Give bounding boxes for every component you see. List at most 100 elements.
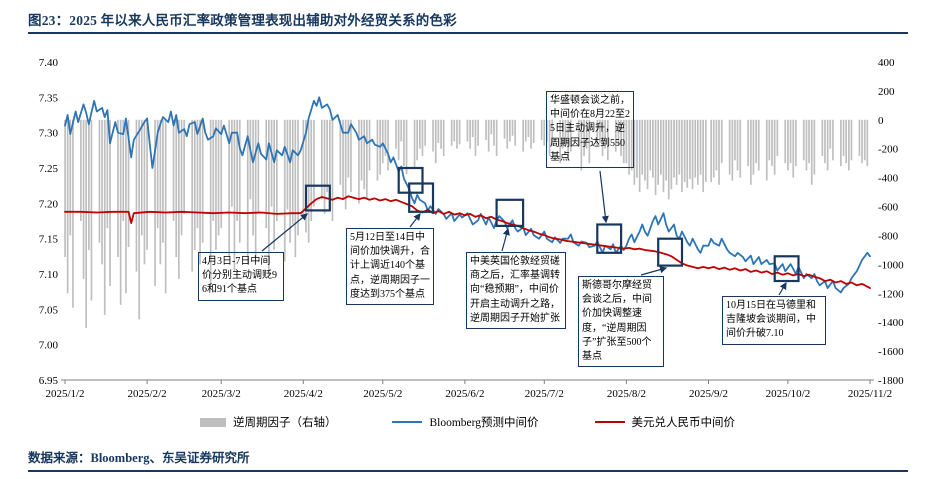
- countercyclical-factor-bar: [821, 119, 824, 156]
- countercyclical-factor-bar: [564, 119, 567, 143]
- countercyclical-factor-bar: [66, 119, 69, 294]
- countercyclical-factor-bar: [103, 119, 106, 315]
- countercyclical-factor-bar: [395, 119, 397, 149]
- countercyclical-factor-bar: [495, 119, 498, 156]
- countercyclical-factor-bar: [289, 119, 291, 243]
- countercyclical-factor-bar: [686, 119, 689, 188]
- countercyclical-factor-bar: [416, 119, 418, 161]
- countercyclical-factor-bar: [540, 119, 543, 140]
- x-axis-label: 2025/10/2: [766, 388, 811, 400]
- right-axis-label: -400: [878, 173, 899, 185]
- countercyclical-factor-bar: [307, 119, 310, 243]
- countercyclical-factor-bar: [405, 119, 408, 174]
- countercyclical-factor-bar: [840, 119, 842, 167]
- countercyclical-factor-bar: [773, 119, 776, 175]
- x-axis-label: 2025/5/2: [363, 388, 402, 400]
- countercyclical-factor-bar: [90, 119, 93, 301]
- legend-label: 美元兑人民币中间价: [631, 417, 736, 429]
- countercyclical-factor-bar: [503, 119, 506, 139]
- countercyclical-factor-bar: [127, 119, 130, 247]
- highlight-square: [408, 182, 435, 213]
- right-axis-label: -1800: [878, 375, 904, 387]
- countercyclical-factor-bar: [728, 119, 731, 175]
- countercyclical-factor-bar: [530, 119, 532, 149]
- countercyclical-factor-bar: [789, 119, 792, 164]
- countercyclical-factor-bar: [453, 119, 456, 142]
- countercyclical-factor-bar: [413, 119, 416, 169]
- countercyclical-factor-bar: [117, 119, 119, 258]
- countercyclical-factor-bar: [432, 119, 434, 152]
- countercyclical-factor-bar: [580, 119, 583, 171]
- countercyclical-factor-bar: [159, 119, 162, 265]
- x-axis-label: 2025/4/2: [284, 388, 323, 400]
- countercyclical-factor-bar: [771, 119, 773, 167]
- countercyclical-factor-bar: [419, 119, 421, 149]
- x-axis-label: 2025/9/2: [689, 388, 728, 400]
- countercyclical-factor-bar: [747, 119, 749, 167]
- countercyclical-factor-bar: [599, 119, 601, 143]
- countercyclical-factor-bar: [776, 119, 779, 156]
- countercyclical-factor-bar: [109, 119, 111, 286]
- countercyclical-factor-bar: [588, 119, 591, 164]
- countercyclical-factor-bar: [257, 119, 260, 214]
- highlight-square: [657, 237, 684, 267]
- countercyclical-factor-bar: [813, 119, 816, 175]
- countercyclical-factor-bar: [546, 119, 548, 142]
- countercyclical-factor-bar: [246, 119, 249, 265]
- countercyclical-factor-bar: [310, 119, 313, 221]
- countercyclical-factor-bar: [220, 119, 223, 229]
- countercyclical-factor-bar: [755, 119, 757, 164]
- countercyclical-factor-bar: [376, 119, 379, 181]
- legend-label: 逆周期因子（右轴）: [232, 417, 337, 429]
- countercyclical-factor-bar: [321, 119, 323, 200]
- countercyclical-factor-bar: [469, 119, 471, 149]
- footer-divider: [28, 470, 908, 472]
- countercyclical-factor-bar: [792, 119, 795, 178]
- countercyclical-factor-bar: [805, 119, 808, 171]
- countercyclical-factor-bar: [305, 119, 307, 233]
- countercyclical-factor-bar: [808, 119, 810, 164]
- countercyclical-factor-bar: [339, 119, 342, 185]
- countercyclical-factor-bar: [697, 119, 699, 185]
- countercyclical-factor-bar: [270, 119, 273, 207]
- countercyclical-factor-bar: [125, 119, 127, 294]
- countercyclical-factor-bar: [98, 119, 101, 243]
- countercyclical-factor-bar: [625, 119, 628, 164]
- annotation-arrow: [409, 213, 421, 228]
- countercyclical-factor-bar: [511, 119, 514, 136]
- countercyclical-factor-bar: [358, 119, 360, 204]
- x-axis-label: 2025/11/2: [848, 388, 892, 400]
- x-axis-label: 2025/7/2: [525, 388, 564, 400]
- countercyclical-factor-bar: [567, 119, 569, 161]
- countercyclical-factor-bar: [397, 119, 400, 161]
- countercyclical-factor-bar: [360, 119, 363, 181]
- countercyclical-factor-bar: [302, 119, 305, 214]
- countercyclical-factor-bar: [583, 119, 585, 156]
- annotation-arrow: [501, 227, 510, 252]
- right-axis-label: -1000: [878, 259, 904, 271]
- countercyclical-factor-bar: [845, 119, 847, 164]
- countercyclical-factor-bar: [601, 119, 604, 156]
- annotation-arrow: [261, 213, 308, 252]
- x-axis-label: 2025/6/2: [445, 388, 484, 400]
- countercyclical-factor-bar: [715, 119, 718, 171]
- countercyclical-factor-bar: [604, 119, 606, 149]
- legend-item-usdcny-fixing: 美元兑人民币中间价: [594, 414, 736, 430]
- countercyclical-factor-bar: [456, 119, 458, 149]
- bloomberg-forecast-line: [64, 96, 871, 294]
- countercyclical-factor-bar: [617, 119, 620, 146]
- countercyclical-factor-bar: [238, 119, 241, 243]
- countercyclical-factor-bar: [342, 119, 344, 200]
- exchange-rate-chart: 7.40 7.35 7.30 7.25 7.20 7.15 7.10 7.05 7.00 6.95…: [39, 57, 904, 400]
- right-axis-label: 400: [878, 57, 895, 69]
- annotation-arrow: [599, 170, 609, 224]
- countercyclical-factor-bar: [437, 119, 440, 143]
- left-axis-label: 7.05: [39, 304, 59, 316]
- countercyclical-factor-bar: [368, 119, 371, 171]
- countercyclical-factor-bar: [683, 119, 686, 182]
- countercyclical-factor-bar: [734, 119, 736, 161]
- countercyclical-factor-bar: [466, 119, 469, 142]
- countercyclical-factor-bar: [662, 119, 665, 193]
- left-axis-label: 7.20: [39, 198, 59, 210]
- countercyclical-factor-bar: [140, 119, 143, 236]
